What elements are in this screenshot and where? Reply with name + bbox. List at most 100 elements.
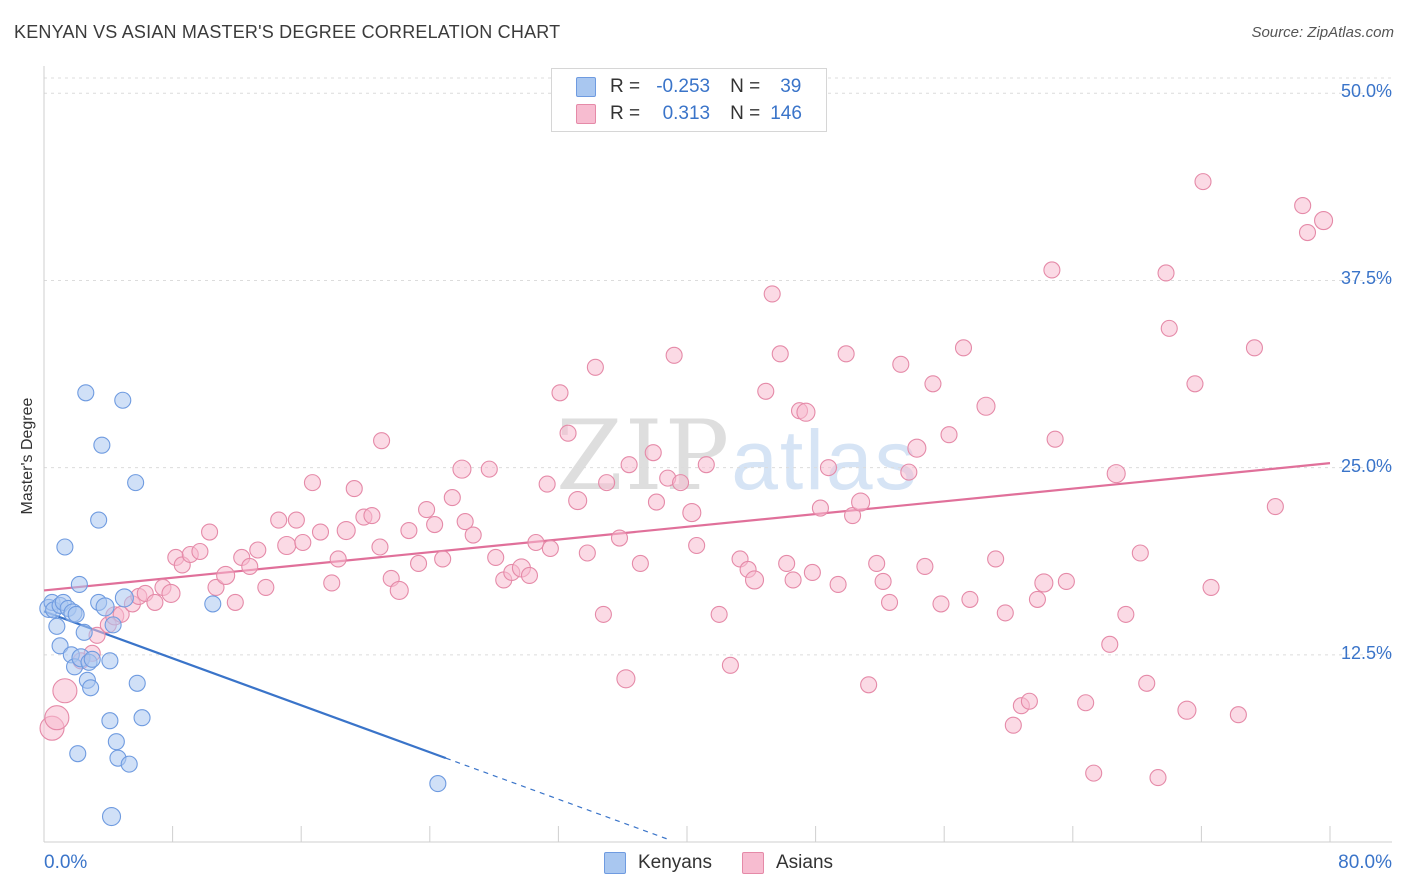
asian-point (389, 580, 409, 600)
asian-point (270, 511, 288, 529)
asian-point (1149, 769, 1167, 787)
stats-legend: R = -0.253 N = 39 R = 0.313 N = 146 (551, 68, 827, 132)
kenyan-point (69, 745, 87, 763)
asian-point (961, 590, 979, 608)
asian-point (538, 475, 556, 493)
asian-point (52, 678, 78, 704)
asian-point (1138, 674, 1156, 692)
asian-point (631, 554, 649, 573)
asian-point (207, 578, 225, 596)
series-legend: Kenyans Asians (0, 852, 1406, 878)
asian-point (1034, 573, 1054, 593)
n-value: 146 (770, 103, 802, 124)
asian-point (443, 489, 461, 507)
r-value: -0.253 (656, 76, 711, 97)
watermark: ZIPatlas (556, 400, 919, 512)
asian-point (161, 583, 181, 603)
asian-point (987, 550, 1005, 568)
asian-point (480, 460, 498, 478)
kenyan-point (56, 538, 74, 556)
watermark-atlas: atlas (731, 413, 918, 507)
asian-point (1057, 572, 1075, 590)
asian-point (996, 604, 1014, 622)
asian-point (644, 444, 662, 462)
asian-point (900, 463, 918, 481)
y-tick-label: 12.5% (1340, 642, 1392, 663)
asians-trend-line (43, 462, 1331, 592)
asian-point (829, 575, 847, 593)
kenyan-point (51, 637, 69, 655)
asian-point (277, 535, 297, 556)
asian-point (819, 459, 838, 477)
asian-point (892, 355, 910, 373)
asian-point (1266, 498, 1284, 516)
asian-point (336, 520, 356, 541)
asian-point (954, 339, 973, 357)
asian-point (1186, 375, 1204, 393)
asian-point (868, 554, 886, 573)
asian-point (837, 345, 855, 363)
kenyan-point (101, 806, 122, 827)
asian-point (940, 426, 958, 444)
kenyan-point (101, 712, 119, 730)
kenyan-point (120, 755, 138, 773)
r-label: R = (610, 76, 641, 97)
asian-point (1202, 578, 1220, 596)
asian-point (1117, 605, 1135, 623)
kenyan-point (83, 650, 101, 668)
asian-point (1298, 223, 1317, 242)
asian-point (763, 285, 781, 303)
asian-point (426, 515, 444, 534)
asian-point (721, 656, 739, 674)
asian-point (844, 507, 862, 525)
asian-point (1314, 211, 1334, 231)
asian-point (710, 605, 728, 623)
asian-point (598, 474, 616, 492)
asian-point (249, 541, 267, 559)
asian-point (311, 523, 330, 541)
asian-point (373, 432, 391, 450)
asian-point (400, 521, 418, 540)
legend-item-asians[interactable]: Asians (742, 852, 833, 874)
asian-point (1131, 544, 1149, 562)
asian-point (527, 533, 545, 552)
asian-point (757, 382, 775, 400)
asian-point (323, 574, 341, 592)
asian-point (1245, 339, 1263, 357)
asian-point (201, 523, 219, 541)
asian-point (672, 474, 690, 492)
asian-point (682, 503, 702, 523)
r-label: R = (610, 103, 641, 124)
asian-point (796, 402, 816, 422)
legend-label-kenyans: Kenyans (638, 852, 712, 873)
r-value: 0.313 (662, 103, 711, 124)
asian-point (287, 511, 305, 529)
asian-point (697, 456, 715, 474)
asian-point (487, 548, 505, 567)
kenyan-point (77, 384, 95, 402)
asian-point (620, 456, 638, 474)
asian-point (1077, 694, 1095, 712)
asian-point (464, 526, 482, 544)
asian-point (610, 529, 629, 547)
kenyan-point (114, 391, 132, 409)
asian-point (1020, 692, 1038, 710)
asian-point (345, 480, 363, 498)
y-tick-label: 50.0% (1340, 81, 1392, 102)
kenyan-point (114, 588, 134, 608)
asian-point (616, 669, 636, 689)
asian-point (226, 593, 244, 611)
asian-point (520, 566, 539, 585)
asian-point (1294, 197, 1312, 215)
legend-item-kenyans[interactable]: Kenyans (604, 852, 712, 874)
asian-point (851, 492, 871, 512)
kenyan-point (429, 775, 447, 793)
asian-point (371, 538, 389, 556)
watermark-zip: ZIP (556, 400, 732, 512)
source-credit: Source: ZipAtlas.com (1251, 24, 1394, 41)
asian-point (907, 438, 927, 458)
kenyan-point (48, 617, 66, 635)
asian-point (303, 474, 322, 492)
asian-point (1085, 764, 1103, 782)
